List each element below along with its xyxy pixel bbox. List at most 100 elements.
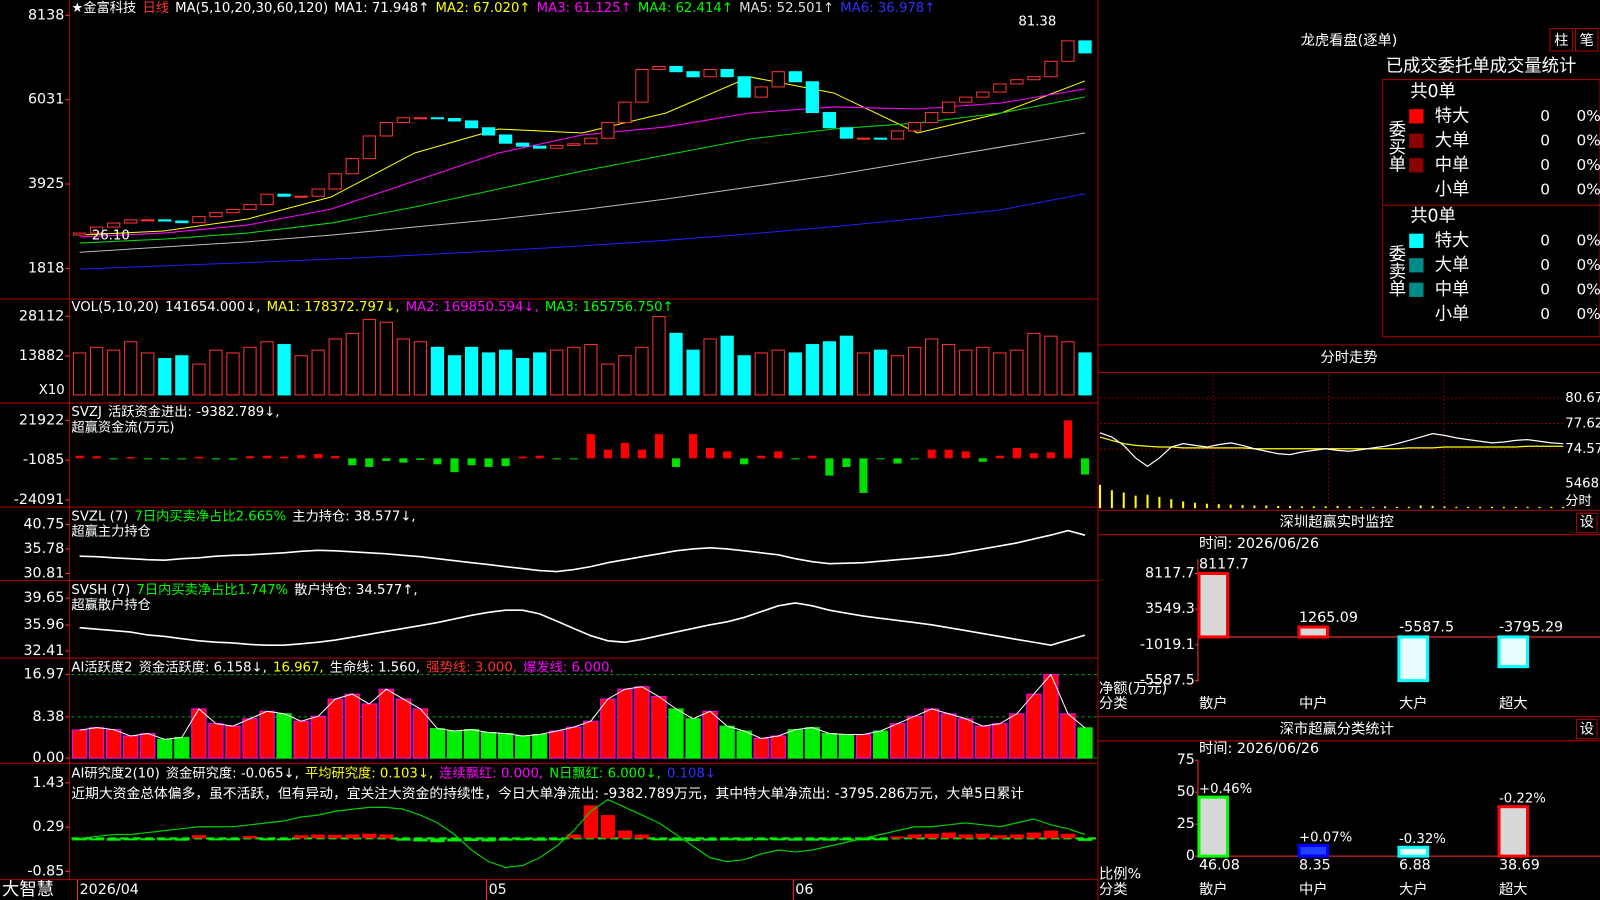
category-label: 中户 <box>1299 881 1328 898</box>
change-label: -0.32% <box>1399 832 1446 847</box>
header-item: 强势线: 3.000, <box>426 659 517 675</box>
candle <box>277 193 291 197</box>
candle <box>158 219 172 222</box>
candle <box>533 145 547 149</box>
category-label: 大户 <box>1399 695 1428 712</box>
candle <box>788 71 802 83</box>
research-bar <box>890 836 905 839</box>
row-name: 大单 <box>1435 131 1470 151</box>
volume-bar <box>1027 332 1041 396</box>
volume-bar <box>345 332 359 396</box>
flow-bar <box>808 455 817 459</box>
activity-bar <box>941 713 957 759</box>
flow-bar <box>910 458 919 460</box>
value-label: 6.88 <box>1399 857 1431 873</box>
research-bar <box>737 838 752 841</box>
research-bar <box>498 838 513 841</box>
activity-bar <box>1077 727 1093 759</box>
candle <box>141 219 155 222</box>
value-label: 8.35 <box>1299 857 1331 873</box>
volume-bar <box>754 352 768 396</box>
header-item: MA1: 178372.797↓, <box>267 300 400 315</box>
activity-bar <box>668 708 684 759</box>
flow-bar <box>637 449 647 459</box>
flow-bar <box>740 458 749 465</box>
activity-bar <box>906 715 923 759</box>
x-axis-label: 分类 <box>1099 881 1128 898</box>
volume-bar <box>839 335 854 396</box>
volume-bar <box>481 352 496 396</box>
volume-bar <box>1061 341 1075 396</box>
flow-bar <box>1080 458 1090 475</box>
candle <box>498 134 513 144</box>
flow-bar <box>1029 453 1038 459</box>
research-bar <box>549 838 564 841</box>
flow-bar <box>297 455 306 459</box>
activity-bar <box>634 686 650 759</box>
panel-header: SVZL (7) 7日内买卖净占比2.665% 主力持仓: 38.577↓, <box>71 508 415 524</box>
research-bar <box>992 835 1007 839</box>
ma-line <box>79 193 1086 270</box>
category-bar <box>1397 635 1430 683</box>
volume-bar <box>907 346 922 396</box>
category-bar <box>1397 845 1430 858</box>
y-tick-label: -0.85 <box>27 863 64 879</box>
activity-bar <box>532 733 548 759</box>
research-bar <box>157 838 172 841</box>
research-bar <box>89 838 104 841</box>
volume-bar <box>192 363 206 396</box>
candle <box>925 112 939 124</box>
x-axis-label: 分类 <box>1099 695 1128 712</box>
research-bar <box>413 838 428 842</box>
research-bar <box>958 834 973 839</box>
volume-bar <box>805 344 819 396</box>
volume-bar <box>107 349 121 396</box>
header-item: 散户持仓: 34.577↑, <box>294 581 417 598</box>
header-item: MA(5,10,20,30,60,120) <box>175 1 328 16</box>
research-bar <box>600 815 615 839</box>
header-item: MA1: 71.948↑ <box>334 1 429 16</box>
panel-header: VOL(5,10,20) 141654.000↓, MA1: 178372.797↓… <box>71 300 673 315</box>
activity-bar <box>992 723 1008 759</box>
candle <box>839 127 854 139</box>
header-item: MA2: 67.020↑ <box>435 1 530 16</box>
flow-bar <box>671 458 681 467</box>
flow-bar <box>399 458 408 463</box>
header-item: MA3: 61.125↑ <box>537 1 632 16</box>
volume-bar <box>533 352 547 396</box>
flow-bar <box>825 458 834 476</box>
research-bar <box>515 838 530 841</box>
y-tick-label: 50 <box>1177 784 1195 800</box>
color-swatch <box>1409 233 1424 248</box>
ma-line <box>79 88 1086 238</box>
research-bar <box>276 838 292 841</box>
average-line <box>1099 436 1564 450</box>
color-swatch <box>1409 158 1424 173</box>
side-label: 委买单 <box>1385 120 1406 172</box>
flow-bar <box>1012 447 1021 459</box>
research-bar <box>140 838 155 841</box>
candle <box>635 68 649 103</box>
panel-subtitle: 超赢主力持仓 <box>71 523 151 540</box>
y-axis-label: 净额(万元) <box>1099 680 1167 697</box>
volume-bar <box>976 346 990 396</box>
research-bar <box>839 838 854 841</box>
candle <box>822 112 837 129</box>
flow-bar <box>757 455 766 459</box>
row-pct: 0% <box>1577 256 1600 274</box>
research-bar <box>430 838 445 843</box>
flow-bar <box>927 449 936 459</box>
research-bar <box>293 835 309 839</box>
brand: 大智慧 <box>2 880 54 900</box>
candle <box>107 222 121 228</box>
header-item: MA3: 165756.750↑ <box>545 300 674 315</box>
research-bar <box>822 838 837 841</box>
header-item: 活跃资金进出: -9382.789↓, <box>108 404 280 420</box>
candle <box>720 68 734 78</box>
toggle-button: 柱 <box>1554 32 1568 49</box>
candle <box>89 226 104 234</box>
flow-bar <box>177 458 186 460</box>
candle <box>959 96 973 103</box>
row-name: 小单 <box>1435 304 1470 324</box>
volume-bar <box>822 341 837 396</box>
